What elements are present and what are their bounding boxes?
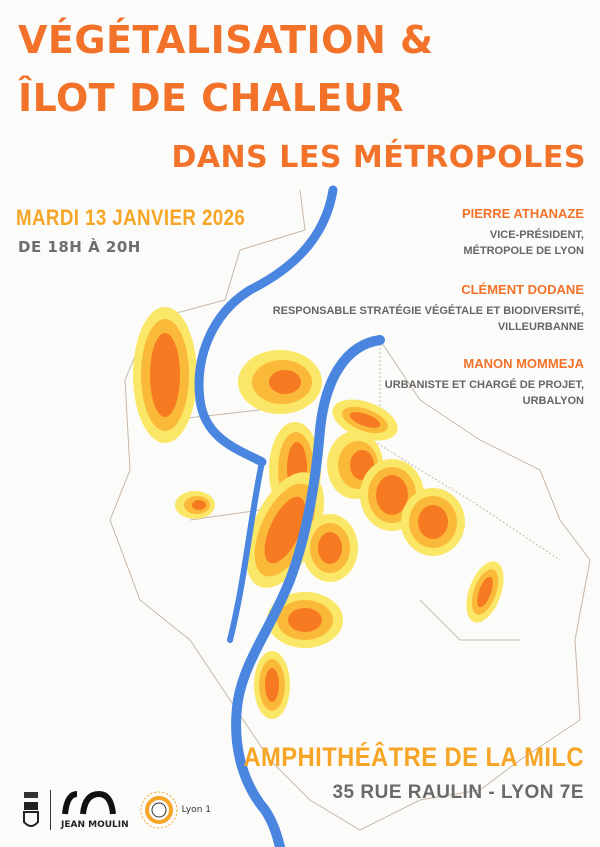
venue-name: AMPHITHÉÂTRE DE LA MILC [243,742,584,772]
heat-spot [401,488,465,556]
speaker-name: MANON MOMMEJA [463,356,584,371]
heat-spot [254,651,290,719]
title-line-2: ÎLOT DE CHALEUR [18,76,405,120]
speaker-role: VICE-PRÉSIDENT, [489,229,584,241]
speaker-role: RESPONSABLE STRATÉGIE VÉGÉTALE ET BIODIV… [272,305,584,317]
heat-spot [302,514,358,582]
speaker-org: MÉTROPOLE DE LYON [463,245,584,257]
rivers [194,185,385,847]
lyon1-logo: Lyon 1 [139,790,211,830]
speaker-org: VILLEURBANNE [497,321,584,333]
rhone-river [231,335,385,847]
heat-spots [133,307,504,719]
heat-spot [238,350,322,414]
speaker: PIERRE ATHANAZE VICE-PRÉSIDENT, MÉTROPOL… [462,206,584,259]
speaker-name: PIERRE ATHANAZE [461,206,584,221]
heat-spot [332,399,398,441]
heat-spot [267,592,343,648]
lyon-coat-of-arms-logo [23,792,39,827]
partner-logos: JEAN MOULIN Lyon 1 [22,785,211,835]
speaker: CLÉMENT DODANE RESPONSABLE STRATÉGIE VÉG… [273,282,584,335]
heat-spot [133,307,197,443]
heat-spot [175,491,215,519]
speaker-role: URBANISTE ET CHARGÉ DE PROJET, [384,379,584,391]
venue-address: 35 RUE RAULIN - LYON 7E [332,782,584,803]
event-hours: DE 18H À 20H [18,238,141,256]
title-line-3: DANS LES MÉTROPOLES [171,140,586,175]
title-line-1: VÉGÉTALISATION & [18,18,434,62]
event-date: MARDI 13 JANVIER 2026 [16,205,246,230]
speaker-name: CLÉMENT DODANE [461,282,584,297]
saone-river [194,185,338,467]
speaker-org: URBALYON [522,395,584,407]
speaker: MANON MOMMEJA URBANISTE ET CHARGÉ DE PRO… [385,356,584,409]
jean-moulin-logo: JEAN MOULIN [61,790,129,830]
heat-spot [466,561,504,623]
